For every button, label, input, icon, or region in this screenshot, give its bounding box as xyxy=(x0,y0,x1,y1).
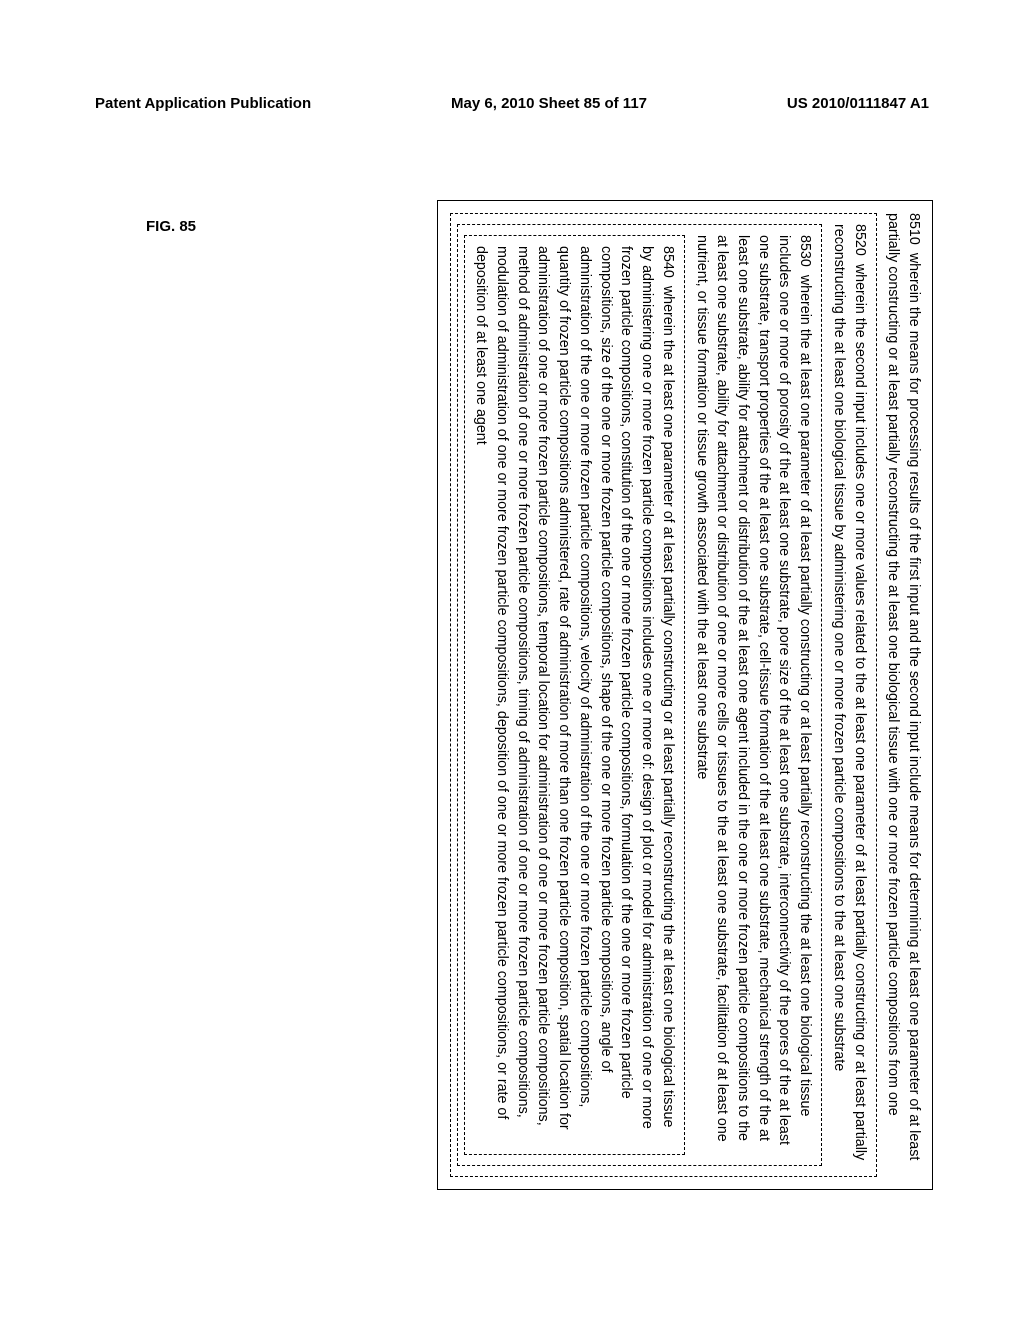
ref-8520: 8520 xyxy=(852,224,868,256)
ref-8510: 8510 xyxy=(906,213,922,245)
box-8540-text: 8540wherein the at least one parameter o… xyxy=(471,246,678,1144)
box-8530: 8530wherein the at least one parameter o… xyxy=(457,224,823,1166)
text-8530: wherein the at least one parameter of at… xyxy=(694,235,814,1145)
text-8520: wherein the second input includes one or… xyxy=(831,224,868,1160)
page-header: Patent Application Publication May 6, 20… xyxy=(0,95,1024,112)
header-right: US 2010/0111847 A1 xyxy=(787,95,929,112)
box-8520-text: 8520wherein the second input includes on… xyxy=(828,224,869,1166)
box-8510: 8510wherein the means for processing res… xyxy=(437,200,933,1190)
ref-8540: 8540 xyxy=(660,246,676,278)
header-center: May 6, 2010 Sheet 85 of 117 xyxy=(451,95,647,112)
box-8510-text: 8510wherein the means for processing res… xyxy=(883,213,924,1177)
diagram-wrapper: 8510wherein the means for processing res… xyxy=(0,200,933,908)
box-8520: 8520wherein the second input includes on… xyxy=(450,213,877,1177)
header-left: Patent Application Publication xyxy=(95,95,311,112)
box-8540: 8540wherein the at least one parameter o… xyxy=(464,235,685,1155)
ref-8530: 8530 xyxy=(797,235,813,267)
box-8530-text: 8530wherein the at least one parameter o… xyxy=(691,235,815,1155)
text-8540: wherein the at least one parameter of at… xyxy=(473,246,675,1130)
text-8510: wherein the means for processing results… xyxy=(885,213,922,1160)
page: Patent Application Publication May 6, 20… xyxy=(0,0,1024,1320)
